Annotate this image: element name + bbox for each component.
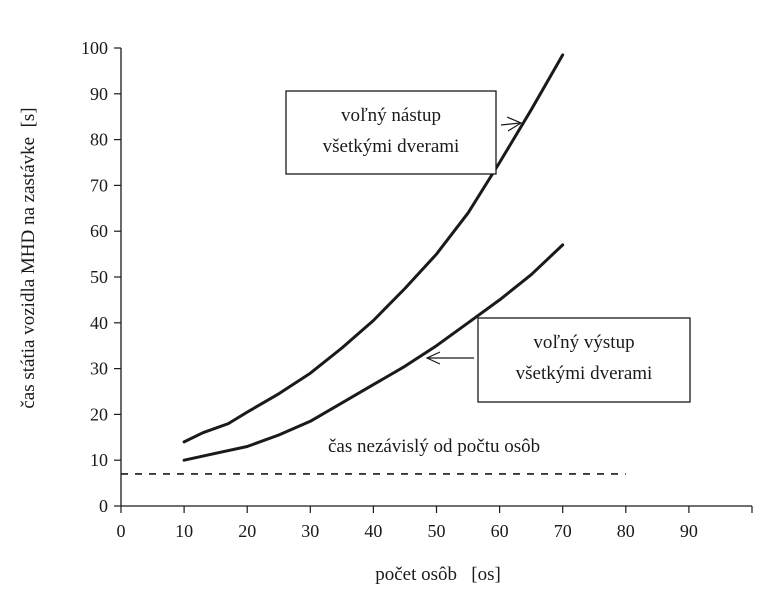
y-ticks: 0 10 20 30 40 50 60 70 80 90 100 xyxy=(81,38,121,516)
annotation-boarding-line1: voľný nástup xyxy=(341,105,441,126)
x-tick-label: 90 xyxy=(680,521,698,541)
x-axis-label: počet osôb [os] xyxy=(375,564,501,585)
x-tick-label: 80 xyxy=(617,521,635,541)
annotation-boarding: voľný nástup všetkými dverami xyxy=(285,90,523,175)
x-ticks: 0 10 20 30 40 50 60 70 80 90 xyxy=(117,506,753,541)
y-tick-label: 50 xyxy=(90,267,108,287)
y-tick-label: 60 xyxy=(90,221,108,241)
x-tick-label: 30 xyxy=(301,521,319,541)
annotation-alighting-line2: všetkými dverami xyxy=(516,363,653,384)
x-tick-label: 0 xyxy=(117,521,126,541)
annotation-boarding-line2: všetkými dverami xyxy=(323,136,460,157)
annotation-alighting-box xyxy=(477,317,691,403)
y-tick-label: 40 xyxy=(90,313,108,333)
x-tick-label: 70 xyxy=(554,521,572,541)
x-tick-label: 20 xyxy=(238,521,256,541)
y-tick-label: 70 xyxy=(90,175,108,195)
annotation-constant: čas nezávislý od počtu osôb xyxy=(328,436,540,457)
y-tick-label: 20 xyxy=(90,404,108,424)
annotation-boarding-box xyxy=(285,90,497,175)
arrow-alighting xyxy=(425,351,474,365)
x-tick-label: 40 xyxy=(364,521,382,541)
y-tick-label: 100 xyxy=(81,38,108,58)
x-tick-label: 60 xyxy=(491,521,509,541)
x-tick-label: 10 xyxy=(175,521,193,541)
arrow-boarding xyxy=(500,116,523,132)
annotation-alighting: voľný výstup všetkými dverami xyxy=(425,317,691,403)
x-tick-label: 50 xyxy=(428,521,446,541)
annotation-alighting-line1: voľný výstup xyxy=(533,332,634,353)
y-tick-label: 80 xyxy=(90,130,108,150)
y-tick-label: 10 xyxy=(90,450,108,470)
y-tick-label: 0 xyxy=(99,496,108,516)
y-axis-label: čas státia vozidla MHD na zastávke [s] xyxy=(18,107,39,408)
series-line-alighting xyxy=(182,243,565,462)
y-tick-label: 90 xyxy=(90,84,108,104)
y-tick-label: 30 xyxy=(90,359,108,379)
